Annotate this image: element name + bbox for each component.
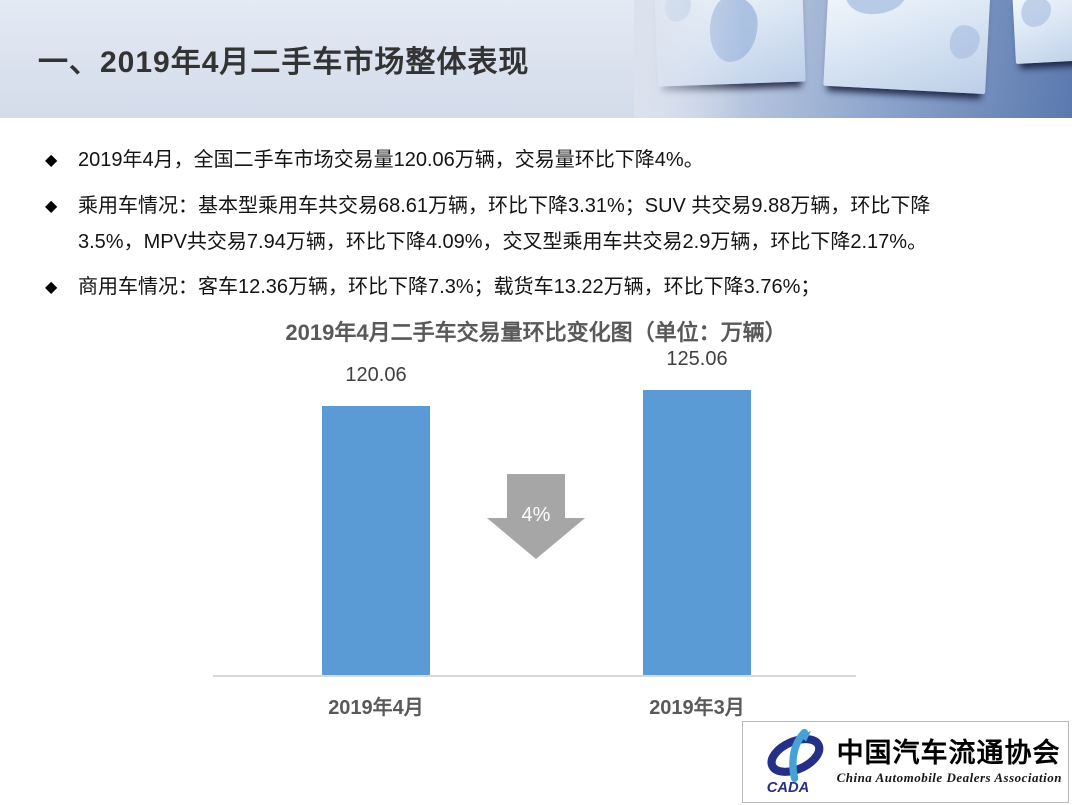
bullet-list: ◆ 2019年4月，全国二手车市场交易量120.06万辆，交易量环比下降4%。 … xyxy=(45,142,1052,306)
bullet-text: 乘用车情况：基本型乘用车共交易68.61万辆，环比下降3.31%；SUV 共交易… xyxy=(78,188,1052,260)
bar-chart: 120.06 125.06 4% 2019年4月 2019年3月 xyxy=(0,347,1072,725)
logo-text: 中国汽车流通协会 China Automobile Dealers Associ… xyxy=(837,738,1062,786)
map-shape xyxy=(1020,0,1053,28)
cube-image xyxy=(654,0,806,87)
x-axis-label-april: 2019年4月 xyxy=(328,697,424,719)
bullet-line: 2019年4月，全国二手车市场交易量120.06万辆，交易量环比下降4%。 xyxy=(78,149,704,171)
logo-name-chinese: 中国汽车流通协会 xyxy=(836,738,1061,768)
bar-2019-march xyxy=(643,390,751,675)
x-axis-label-march: 2019年3月 xyxy=(649,697,745,719)
header-band: 一、2019年4月二手车市场整体表现 xyxy=(0,0,1072,118)
diamond-bullet-icon: ◆ xyxy=(45,279,58,296)
map-shape xyxy=(845,0,908,16)
value-label-april: 120.06 xyxy=(345,364,407,386)
map-cubes-image xyxy=(634,0,1072,118)
logo-acronym: CADA xyxy=(767,780,809,796)
arrow-head xyxy=(487,518,585,559)
cube-image xyxy=(1012,0,1072,64)
cada-logo: CADA 中国汽车流通协会 China Automobile Dealers A… xyxy=(742,721,1069,803)
change-percent-label: 4% xyxy=(521,504,551,526)
x-axis-line xyxy=(213,675,856,677)
cada-emblem-icon: CADA xyxy=(767,728,824,796)
diamond-bullet-icon: ◆ xyxy=(45,152,58,169)
bullet-line: 3.5%，MPV共交易7.94万辆，环比下降4.09%，交叉型乘用车共交易2.9… xyxy=(78,231,928,253)
page-title: 一、2019年4月二手车市场整体表现 xyxy=(38,46,530,79)
bullet-line: 乘用车情况：基本型乘用车共交易68.61万辆，环比下降3.31%；SUV 共交易… xyxy=(78,195,931,217)
map-shape xyxy=(708,0,759,63)
logo-name-english: China Automobile Dealers Association xyxy=(836,770,1062,785)
bullet-item: ◆ 2019年4月，全国二手车市场交易量120.06万辆，交易量环比下降4%。 xyxy=(45,142,1052,179)
bar-2019-april xyxy=(322,406,430,675)
bullet-line: 商用车情况：客车12.36万辆，环比下降7.3%；载货车13.22万辆，环比下降… xyxy=(78,276,821,298)
arrow-stem xyxy=(507,474,565,518)
chart-title: 2019年4月二手车交易量环比变化图（单位：万辆） xyxy=(285,320,787,345)
bullet-item: ◆ 商用车情况：客车12.36万辆，环比下降7.3%；载货车13.22万辆，环比… xyxy=(45,269,1052,306)
map-shape xyxy=(664,0,692,23)
value-label-march: 125.06 xyxy=(666,348,728,370)
decline-arrow-icon: 4% xyxy=(487,474,585,559)
bullet-item: ◆ 乘用车情况：基本型乘用车共交易68.61万辆，环比下降3.31%；SUV 共… xyxy=(45,188,1052,260)
bullet-text: 商用车情况：客车12.36万辆，环比下降7.3%；载货车13.22万辆，环比下降… xyxy=(78,269,1052,306)
bullet-text: 2019年4月，全国二手车市场交易量120.06万辆，交易量环比下降4%。 xyxy=(78,142,1052,179)
cube-image xyxy=(823,0,991,95)
diamond-bullet-icon: ◆ xyxy=(45,198,58,215)
map-shape xyxy=(948,24,981,60)
